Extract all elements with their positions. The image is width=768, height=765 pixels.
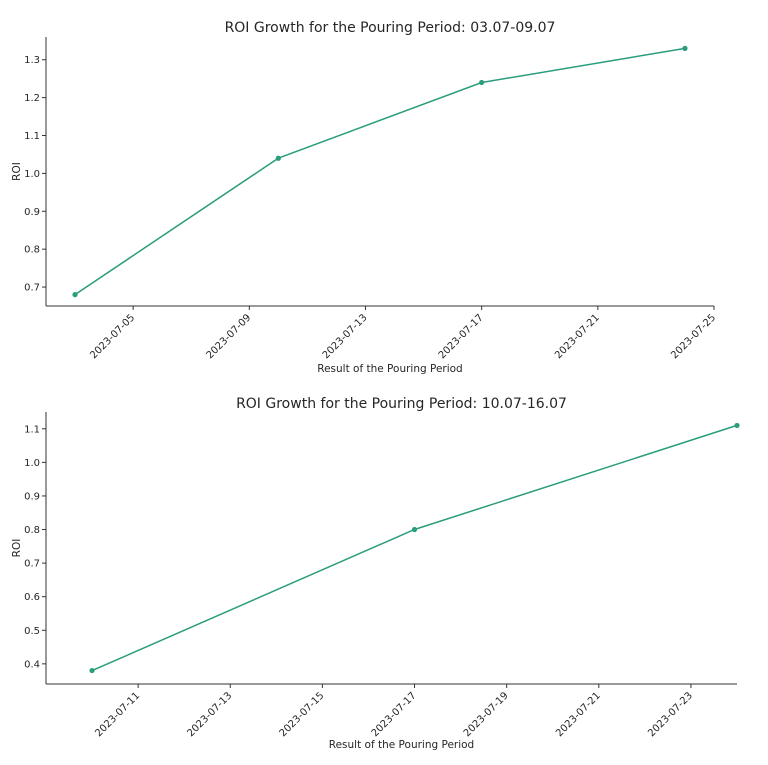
- y-tick-label: 1.0: [24, 169, 40, 180]
- chart-title: ROI Growth for the Pouring Period: 10.07…: [236, 396, 567, 412]
- data-point: [734, 422, 740, 429]
- data-point: [479, 79, 485, 86]
- x-tick-label: 2023-07-19: [462, 690, 511, 739]
- y-tick-label: 0.8: [24, 525, 40, 536]
- x-tick-label: 2023-07-05: [88, 312, 137, 361]
- y-tick-label: 1.2: [24, 93, 40, 104]
- y-axis-label: ROI: [11, 539, 23, 558]
- x-tick-label: 2023-07-09: [205, 312, 254, 361]
- y-tick-label: 1.1: [24, 131, 40, 142]
- x-tick-label: 2023-07-23: [646, 690, 695, 739]
- x-tick-label: 2023-07-21: [553, 312, 602, 361]
- y-tick-label: 1.0: [24, 458, 40, 469]
- x-tick-label: 2023-07-15: [278, 690, 327, 739]
- y-axis-label: ROI: [11, 162, 23, 181]
- data-point: [72, 292, 78, 298]
- x-tick-label: 2023-07-17: [437, 312, 486, 361]
- data-point: [682, 45, 688, 51]
- chart-title: ROI Growth for the Pouring Period: 03.07…: [225, 20, 556, 36]
- y-tick-label: 0.9: [24, 491, 40, 502]
- x-tick-label: 2023-07-21: [554, 690, 603, 739]
- series-line: [91, 424, 738, 672]
- x-tick-label: 2023-07-17: [370, 690, 419, 739]
- chart-roi-03-07-09-07: ROI Growth for the Pouring Period: 03.07…: [11, 20, 718, 375]
- x-axis-label: Result of the Pouring Period: [317, 363, 462, 375]
- x-tick-label: 2023-07-25: [669, 312, 718, 361]
- data-point: [89, 667, 95, 674]
- series-line: [74, 47, 686, 296]
- data-point: [275, 155, 281, 161]
- y-tick-label: 1.3: [24, 55, 40, 66]
- y-tick-label: 0.7: [24, 283, 40, 294]
- y-tick-label: 0.7: [24, 559, 40, 570]
- y-tick-label: 0.8: [24, 245, 40, 256]
- y-tick-label: 0.6: [24, 592, 40, 603]
- chart-roi-10-07-16-07: ROI Growth for the Pouring Period: 10.07…: [11, 396, 740, 751]
- data-point: [411, 526, 418, 533]
- x-axis-label: Result of the Pouring Period: [329, 739, 474, 751]
- x-tick-label: 2023-07-13: [321, 312, 370, 361]
- y-tick-label: 0.5: [24, 626, 40, 637]
- y-tick-label: 0.9: [24, 207, 40, 218]
- x-tick-label: 2023-07-13: [186, 690, 235, 739]
- y-tick-label: 0.4: [24, 659, 40, 670]
- y-tick-label: 1.1: [24, 424, 40, 435]
- x-tick-label: 2023-07-11: [93, 690, 142, 739]
